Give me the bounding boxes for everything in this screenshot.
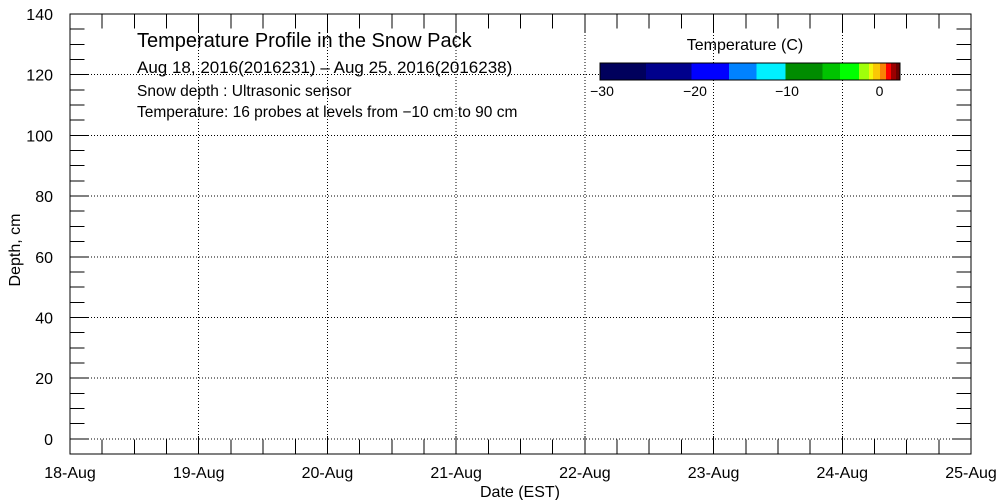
svg-text:100: 100 <box>26 128 53 145</box>
svg-text:20-Aug: 20-Aug <box>302 465 354 482</box>
svg-text:Temperature (C): Temperature (C) <box>687 37 803 54</box>
svg-text:Temperature: 16 probes at leve: Temperature: 16 probes at levels from −1… <box>137 104 517 121</box>
svg-text:Aug 18, 2016(2016231) – Aug 25: Aug 18, 2016(2016231) – Aug 25, 2016(201… <box>137 58 512 77</box>
svg-text:Snow depth : Ultrasonic sensor: Snow depth : Ultrasonic sensor <box>137 83 352 100</box>
svg-text:Date (EST): Date (EST) <box>480 484 560 500</box>
svg-text:80: 80 <box>35 189 53 206</box>
svg-text:−20: −20 <box>683 83 707 99</box>
svg-text:23-Aug: 23-Aug <box>688 465 740 482</box>
svg-text:40: 40 <box>35 310 53 327</box>
svg-text:Depth, cm: Depth, cm <box>7 214 24 287</box>
svg-text:Temperature Profile in the Sno: Temperature Profile in the Snow Pack <box>137 30 473 52</box>
svg-text:24-Aug: 24-Aug <box>816 465 868 482</box>
svg-text:0: 0 <box>44 432 53 449</box>
svg-text:21-Aug: 21-Aug <box>430 465 482 482</box>
svg-text:−10: −10 <box>775 83 799 99</box>
svg-text:20: 20 <box>35 371 53 388</box>
svg-text:25-Aug: 25-Aug <box>945 465 997 482</box>
svg-text:60: 60 <box>35 250 53 267</box>
svg-text:120: 120 <box>26 68 53 85</box>
svg-text:18-Aug: 18-Aug <box>44 465 96 482</box>
svg-text:−30: −30 <box>590 83 614 99</box>
svg-text:19-Aug: 19-Aug <box>173 465 225 482</box>
svg-text:140: 140 <box>26 7 53 24</box>
svg-text:0: 0 <box>876 83 884 99</box>
svg-text:22-Aug: 22-Aug <box>559 465 611 482</box>
